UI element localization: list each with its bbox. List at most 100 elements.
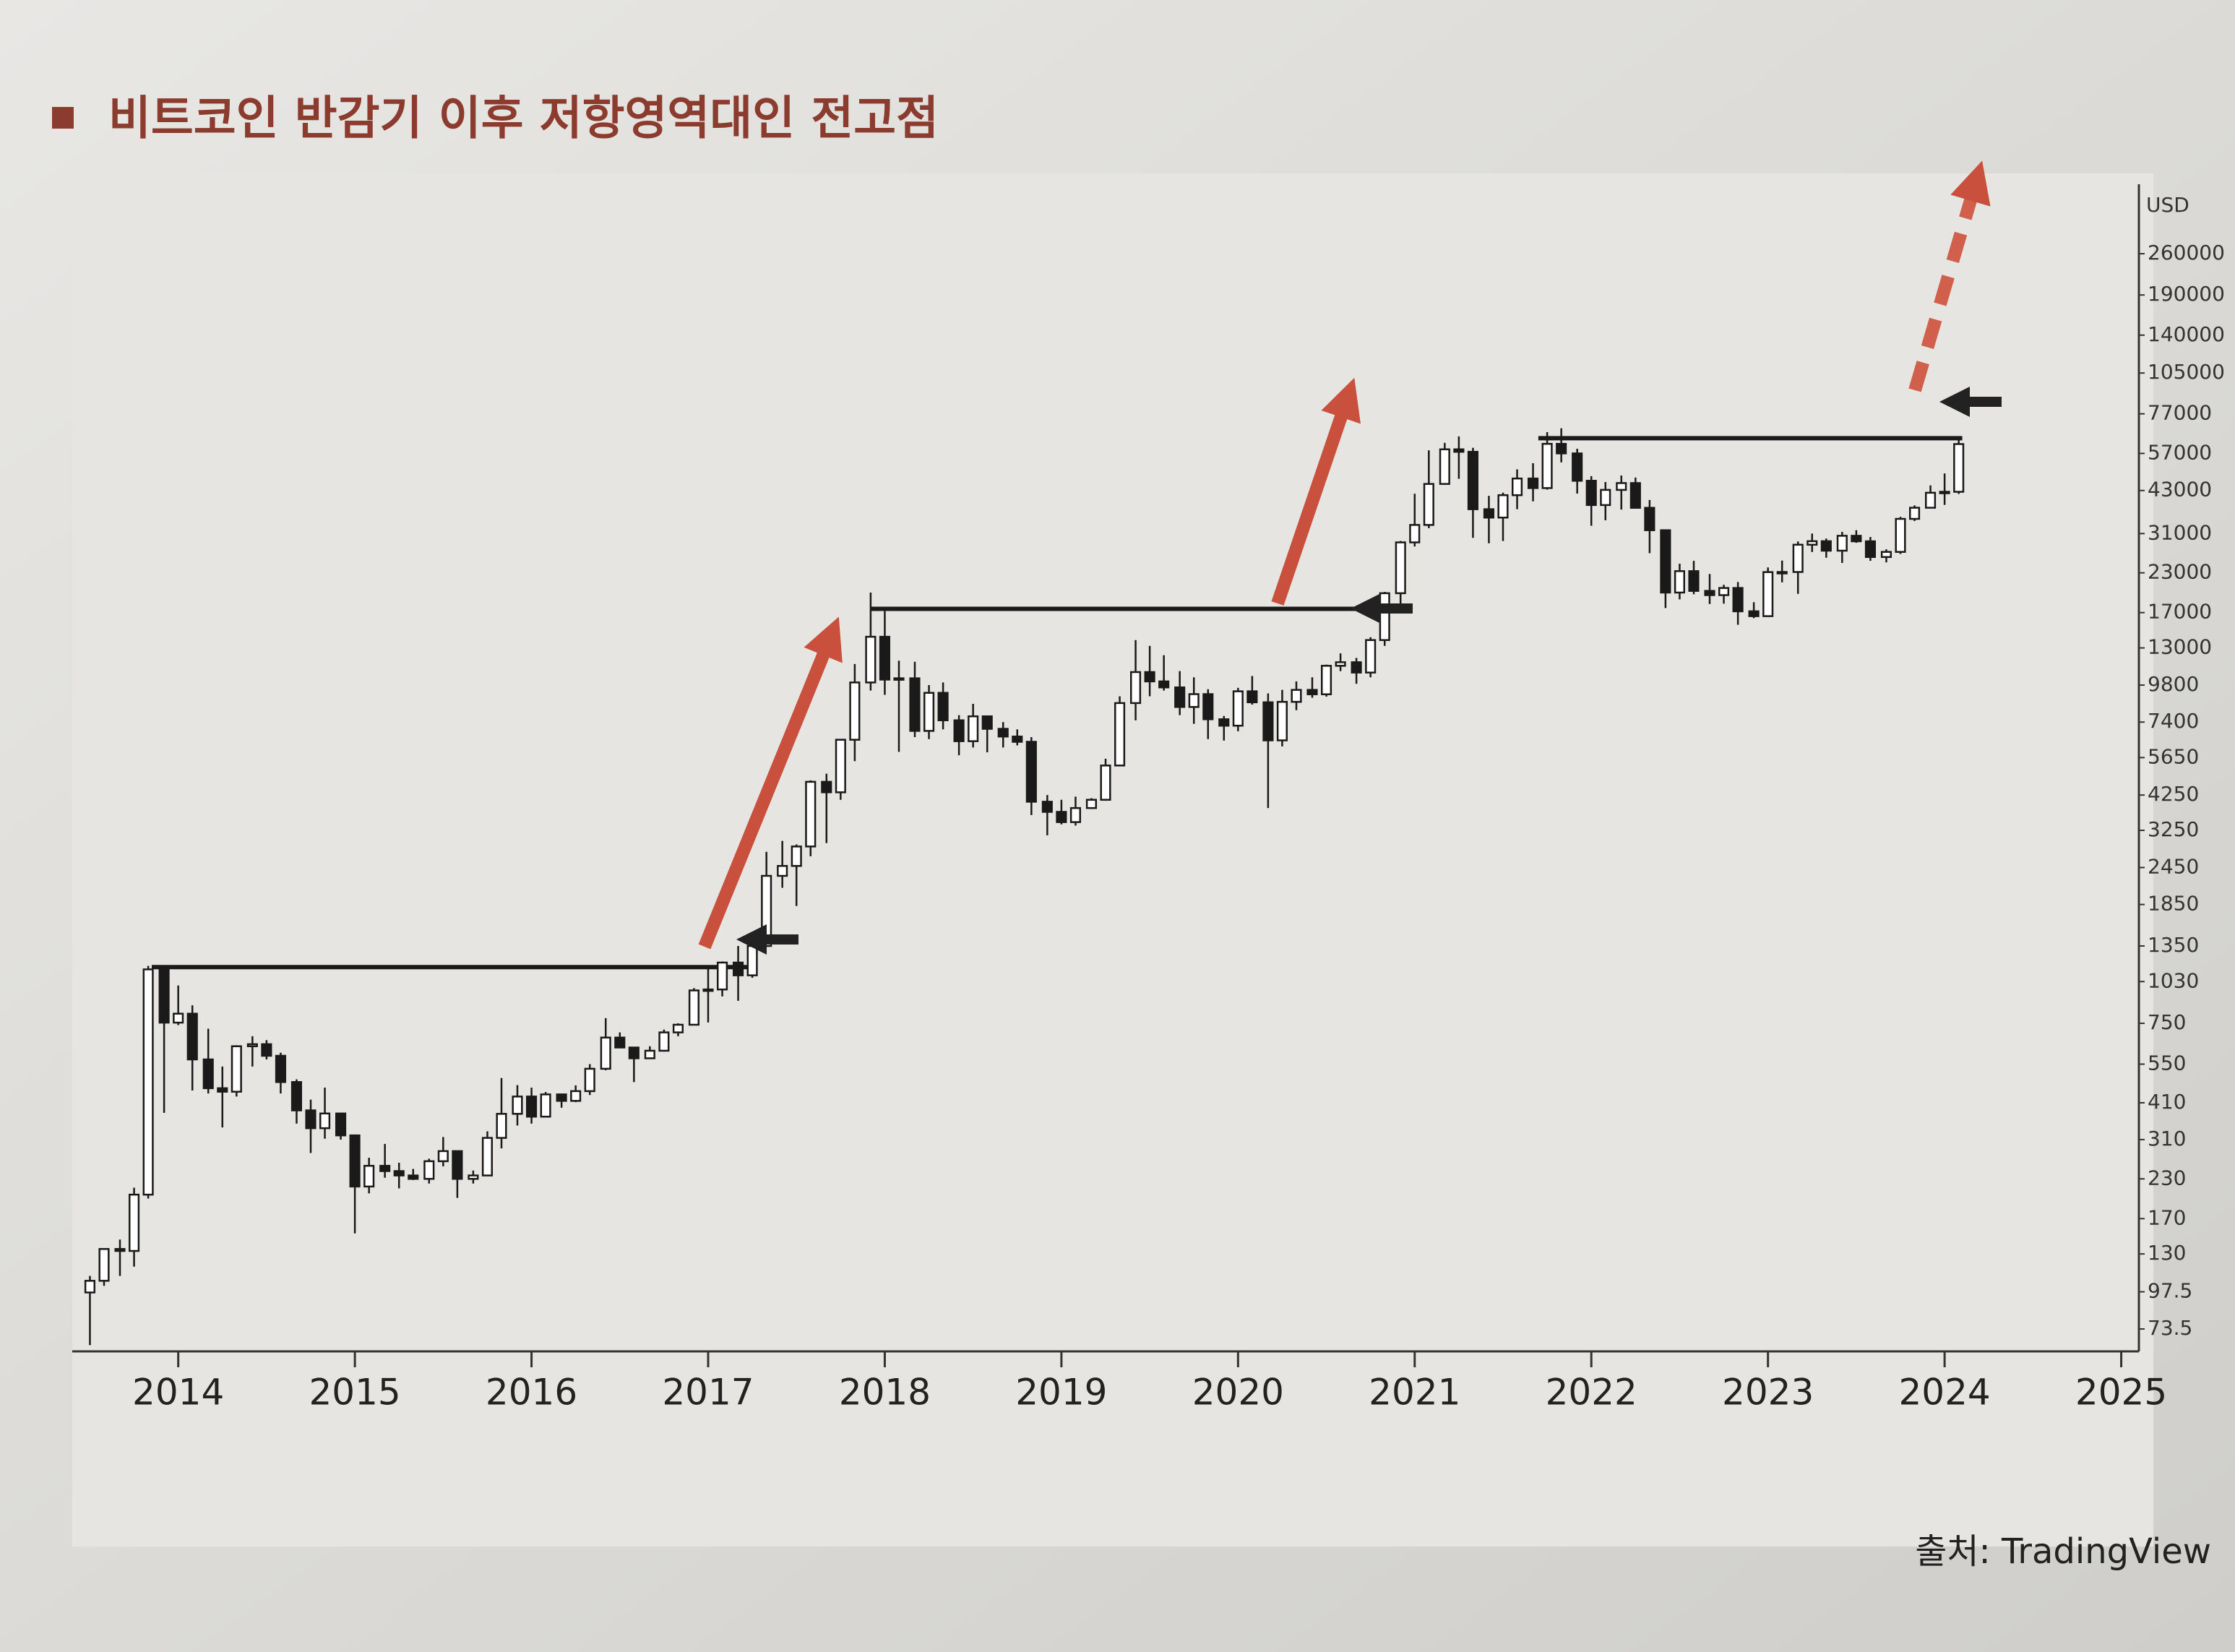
plot: USD 73.5 97.5 130 170 230 310 410 550 750 1030 1350… <box>72 184 2225 1414</box>
x-tick-label: 2020 <box>1192 1372 1284 1414</box>
plot-background <box>72 173 2153 1546</box>
candle-body <box>1262 701 1274 741</box>
x-tick-label: 2016 <box>486 1372 577 1414</box>
x-tick-label: 2022 <box>1546 1372 1637 1414</box>
candle-body <box>1511 477 1523 496</box>
candle-body <box>128 1193 140 1252</box>
candle-body <box>1572 452 1583 482</box>
candle-body <box>1792 543 1804 573</box>
candle-body <box>379 1164 391 1172</box>
candle-body <box>335 1112 347 1137</box>
y-tick-label: 31000 <box>2148 520 2212 544</box>
candle-body <box>835 739 846 793</box>
candle-body <box>363 1164 375 1188</box>
candle-body <box>556 1093 567 1102</box>
candle-body <box>658 1031 670 1052</box>
y-tick-label: 97.5 <box>2148 1279 2192 1303</box>
candle-body <box>158 968 170 1024</box>
candle-body <box>732 961 744 976</box>
candle-body <box>1541 442 1553 489</box>
candle-body <box>1291 689 1302 703</box>
chart-title: 비트코인 반감기 이후 저항영역대인 전고점 <box>108 93 939 146</box>
x-tick-label: 2025 <box>2075 1372 2167 1414</box>
x-tick-label: 2019 <box>1015 1372 1107 1414</box>
candle-body <box>1467 450 1479 510</box>
candle-body <box>746 945 758 976</box>
title-bullet <box>52 107 74 129</box>
red-arrow-dashed <box>1908 160 1991 392</box>
candle-body <box>1556 442 1567 455</box>
candle-body <box>452 1150 463 1180</box>
candle-body <box>1232 690 1244 727</box>
y-tick-label: 7400 <box>2148 709 2199 733</box>
candle-body <box>186 1012 198 1061</box>
y-tick-label: 410 <box>2148 1090 2186 1114</box>
candle-body <box>1025 741 1037 803</box>
candle-body <box>98 1248 110 1282</box>
candle-body <box>540 1093 551 1118</box>
candle-body <box>879 635 891 681</box>
candle-body <box>1188 693 1200 708</box>
y-tick-label: 140000 <box>2148 322 2225 346</box>
candle-body <box>1497 494 1509 519</box>
candle-body <box>1395 541 1406 595</box>
candle-body <box>1158 680 1170 689</box>
candle-body <box>1644 507 1655 531</box>
candle-body <box>1851 535 1862 543</box>
candle-body <box>1674 570 1686 594</box>
candle-body <box>1880 551 1892 559</box>
x-tick-label: 2023 <box>1722 1372 1814 1414</box>
y-tick-label: 2450 <box>2148 854 2199 878</box>
candle-body <box>1056 811 1067 823</box>
candle-body <box>1718 587 1730 596</box>
y-tick-label: 43000 <box>2148 478 2212 502</box>
candle-body <box>981 715 993 730</box>
y-tick-label: 17000 <box>2148 600 2212 624</box>
y-tick-label: 3250 <box>2148 817 2199 841</box>
candle-body <box>1069 806 1082 823</box>
y-tick-label: 105000 <box>2148 360 2225 384</box>
candle-body <box>437 1150 449 1163</box>
candle-body <box>1600 489 1611 507</box>
candle-body <box>1100 765 1111 801</box>
candle-body <box>496 1113 507 1139</box>
candle-body <box>628 1046 640 1059</box>
candle-body <box>1041 801 1053 813</box>
candle-body <box>1453 448 1465 453</box>
candle-body <box>600 1036 611 1070</box>
candle-body <box>1085 799 1098 809</box>
candle-body <box>231 1045 242 1093</box>
y-tick-label: 77000 <box>2148 401 2212 425</box>
candle-body <box>1320 665 1332 695</box>
candle-body <box>702 988 714 992</box>
candle-body <box>1836 535 1848 552</box>
candle-body <box>408 1174 419 1180</box>
candle-body <box>202 1058 214 1090</box>
candle-body <box>893 677 905 681</box>
candle-body <box>1218 718 1230 727</box>
candle-body <box>1629 482 1641 509</box>
candle-body <box>1776 571 1788 575</box>
candle-body <box>1129 671 1142 705</box>
candle-body <box>173 1012 184 1024</box>
y-tick-label: 9800 <box>2148 672 2199 696</box>
candle-body <box>349 1134 361 1188</box>
y-tick-label: 1350 <box>2148 933 2199 957</box>
red-arrow <box>1271 377 1361 606</box>
candle-body <box>777 865 788 877</box>
y-tick-label: 5650 <box>2148 744 2199 768</box>
y-tick-label: 1030 <box>2148 968 2199 992</box>
y-tick-label: 23000 <box>2148 560 2212 584</box>
candle-body <box>849 681 861 741</box>
candle-body <box>1762 571 1774 617</box>
candle-body <box>393 1170 405 1176</box>
candle-body <box>1820 540 1832 552</box>
candle-body <box>1585 480 1597 507</box>
red-arrow <box>698 616 843 950</box>
x-tick-label: 2024 <box>1898 1372 1990 1414</box>
candle-body <box>1276 700 1288 741</box>
candle-body <box>937 692 949 721</box>
candle-body <box>1409 524 1421 543</box>
candle-body <box>570 1090 582 1102</box>
